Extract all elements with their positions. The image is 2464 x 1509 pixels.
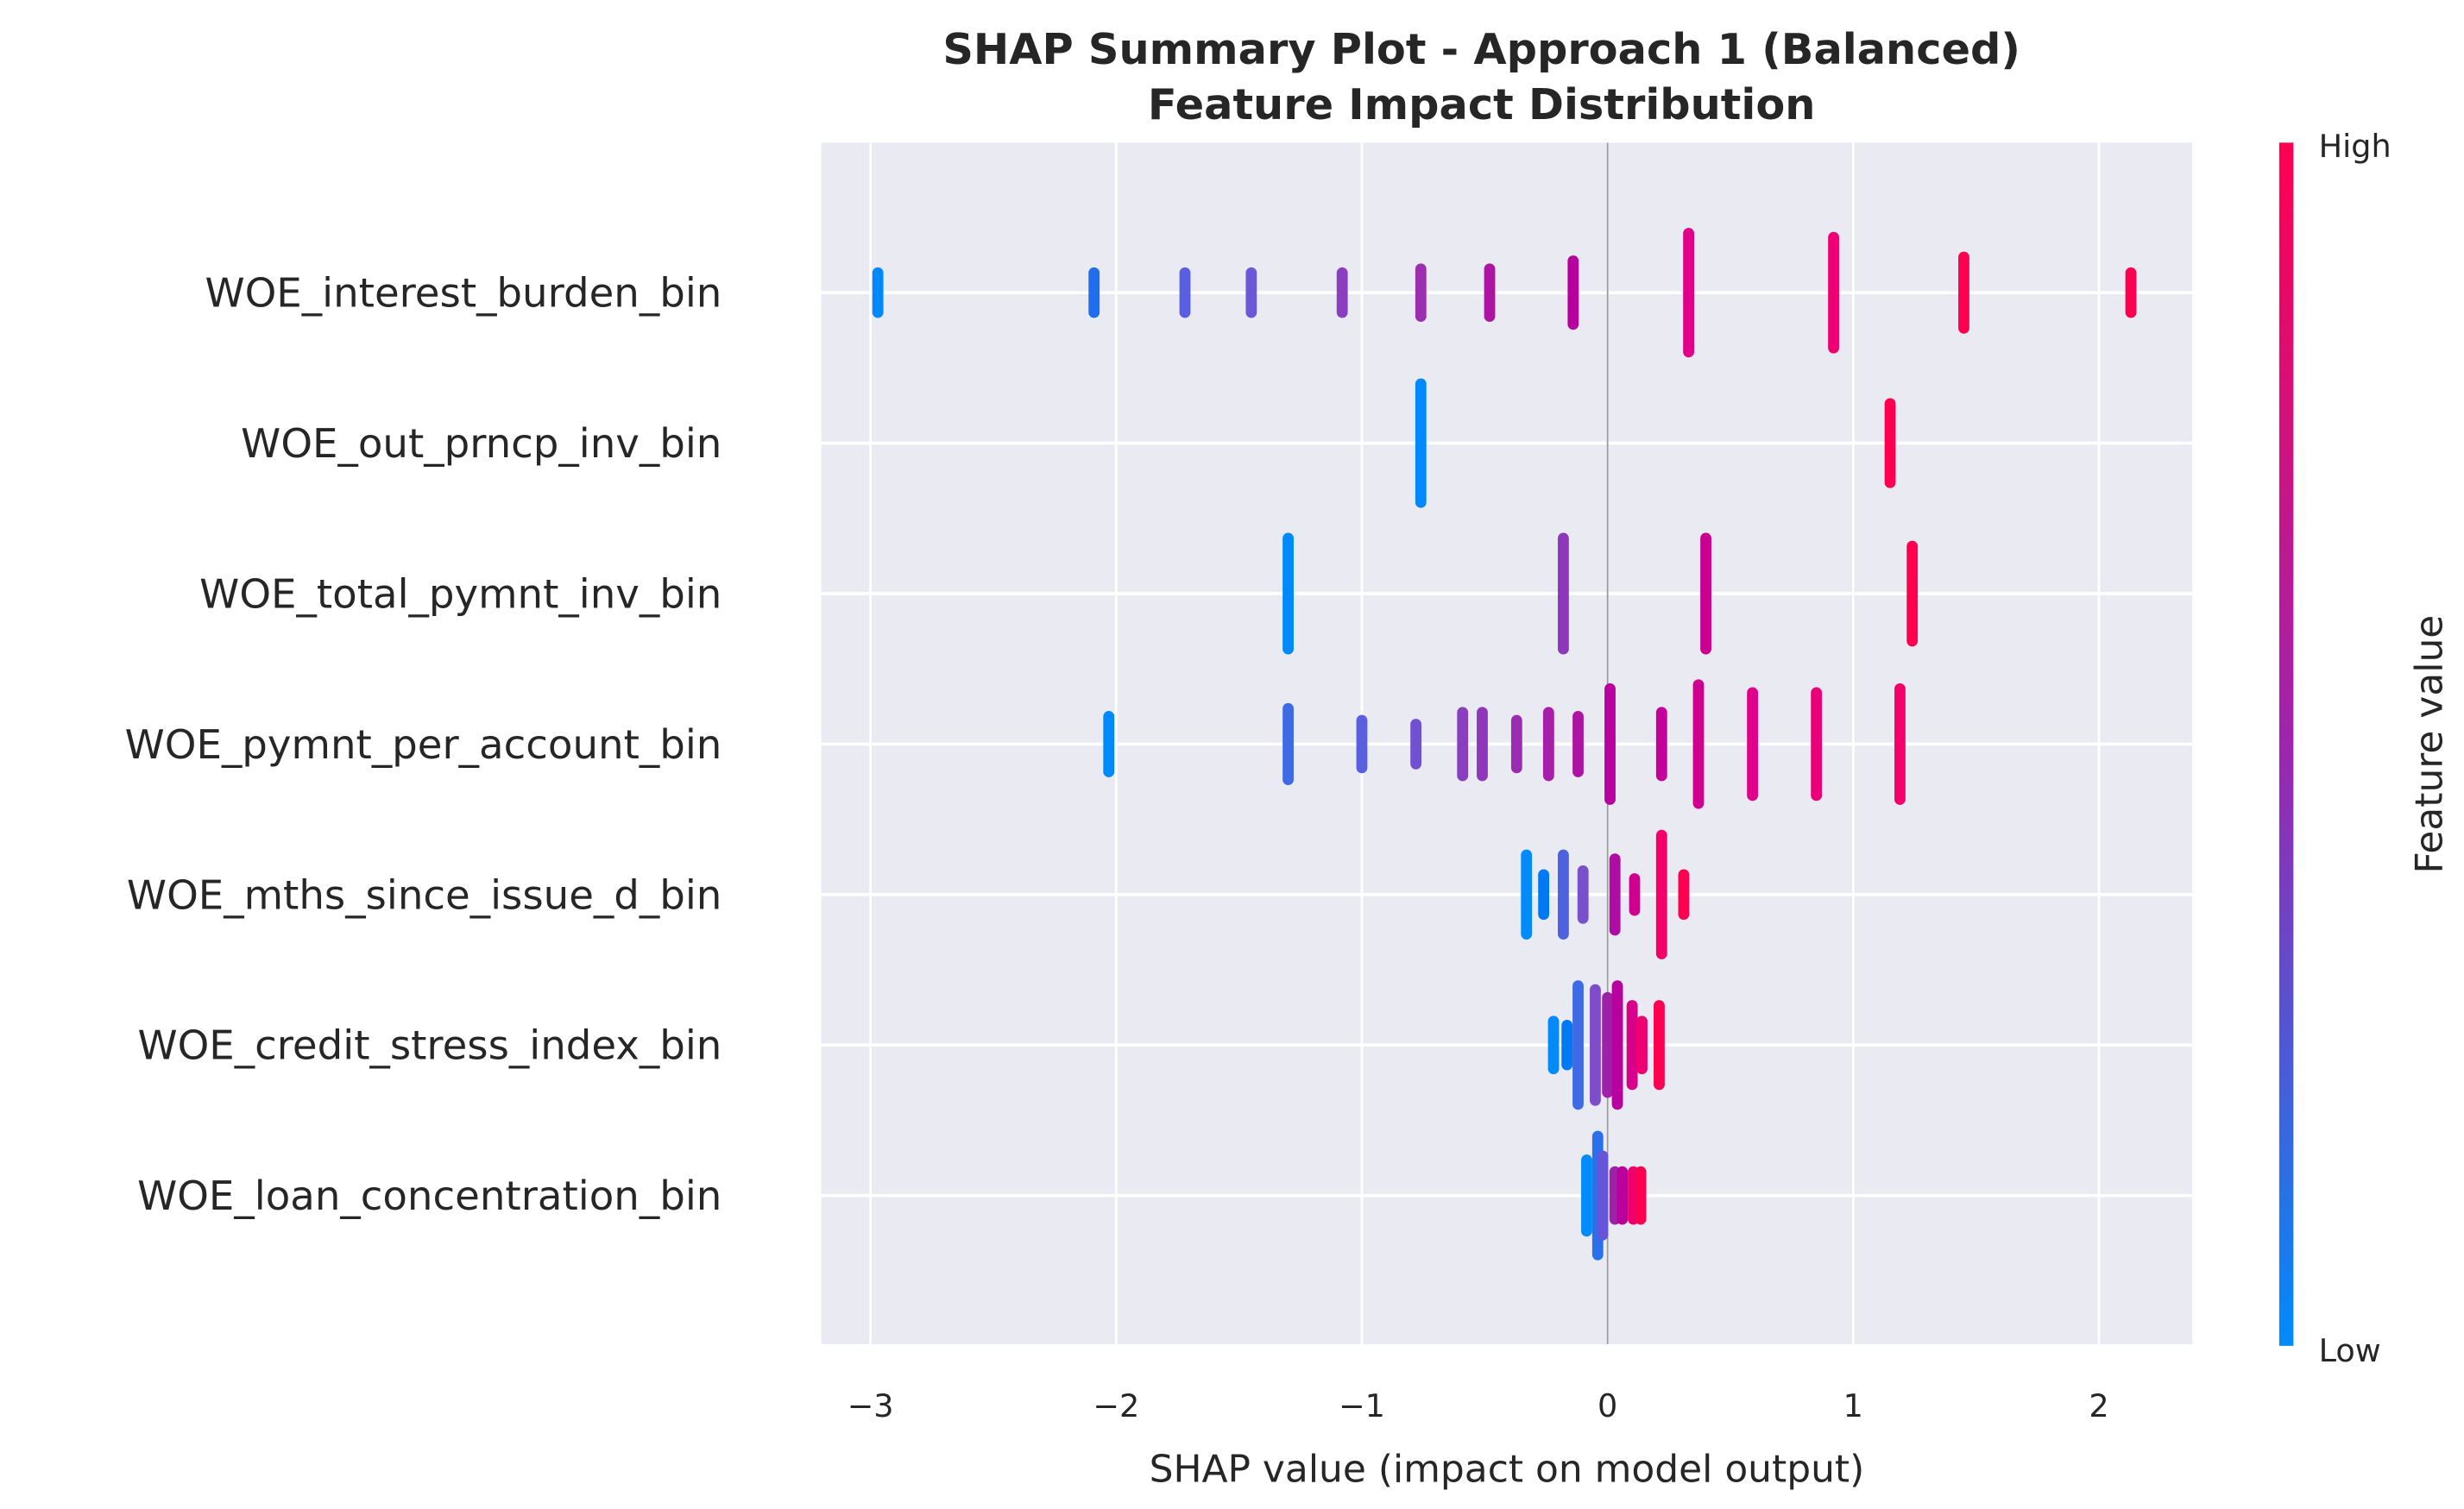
x-axis-label: SHAP value (impact on model output) xyxy=(1150,1447,1865,1491)
x-tick-label: 1 xyxy=(1843,1387,1863,1424)
x-tick-label: −1 xyxy=(1339,1387,1385,1424)
marks xyxy=(872,228,2137,1261)
colorbar xyxy=(2278,142,2294,1346)
x-tick-label: 2 xyxy=(2089,1387,2108,1424)
feature-labels: WOE_interest_burden_bin WOE_out_prncp_inv… xyxy=(125,271,722,1220)
feature-label: WOE_out_prncp_inv_bin xyxy=(241,421,722,468)
feature-label: WOE_mths_since_issue_d_bin xyxy=(127,872,722,919)
x-tick-label: −2 xyxy=(1093,1387,1139,1424)
colorbar-low-label: Low xyxy=(2319,1332,2381,1369)
feature-label: WOE_loan_concentration_bin xyxy=(137,1173,722,1220)
feature-label: WOE_interest_burden_bin xyxy=(205,271,722,318)
chart-subtitle: Feature Impact Distribution xyxy=(1148,79,1816,129)
feature-label: WOE_pymnt_per_account_bin xyxy=(125,722,722,769)
x-tick-label: 0 xyxy=(1598,1387,1617,1424)
x-ticks: −3 −2 −1 0 1 2 xyxy=(848,1387,2109,1424)
chart-title: SHAP Summary Plot - Approach 1 (Balanced… xyxy=(942,24,2020,74)
x-tick-label: −3 xyxy=(848,1387,894,1424)
feature-label: WOE_total_pymnt_inv_bin xyxy=(199,571,722,618)
colorbar-high-label: High xyxy=(2319,128,2392,165)
colorbar-label: Feature value xyxy=(2407,615,2451,874)
feature-label: WOE_credit_stress_index_bin xyxy=(137,1023,722,1070)
